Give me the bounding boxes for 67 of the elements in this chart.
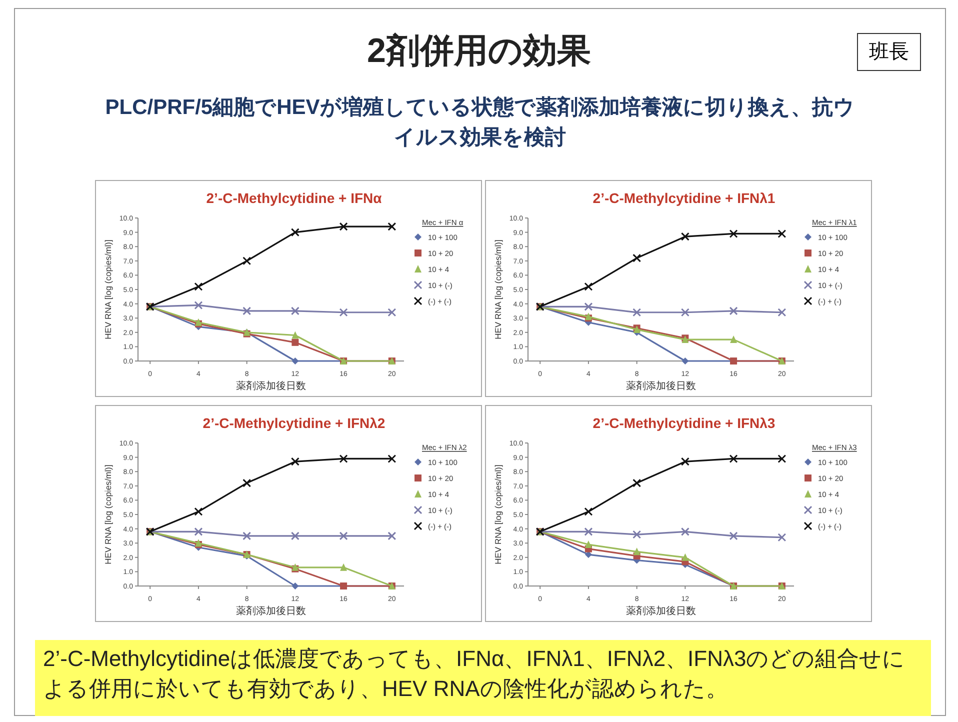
- text: 2’-C-Methylcytidineは低濃度であっても、IFNα、IFNλ1、IFNλ2、IFNλ3のどの組合せによる併用に於いても有効であり、HEV RNAの陰性化が認められた。: [35, 640, 931, 716]
- point: [778, 454, 786, 463]
- point: [339, 454, 348, 463]
- y-axis-title: HEV RNA [log (copies/ml)]: [103, 240, 113, 340]
- point: [388, 222, 396, 231]
- point: [778, 308, 786, 317]
- point: [194, 282, 203, 291]
- y-axis-title: HEV RNA [log (copies/ml)]: [103, 464, 113, 564]
- point: [194, 527, 203, 536]
- point: [292, 358, 299, 364]
- point: [778, 533, 786, 542]
- point: [633, 548, 640, 556]
- point: [290, 306, 300, 316]
- point: [242, 478, 252, 488]
- point: [778, 229, 786, 238]
- point: [632, 254, 642, 262]
- point: [680, 308, 690, 317]
- point: [632, 308, 642, 317]
- chart-title: 2’-C-Methylcytidine + IFNλ2: [202, 415, 386, 431]
- x-axis-title: 薬剤添加後日数: [626, 605, 696, 617]
- point: [584, 551, 592, 558]
- point: [729, 532, 738, 540]
- point: [632, 530, 642, 539]
- point: [632, 478, 642, 488]
- point: [584, 507, 593, 516]
- point: [292, 582, 299, 590]
- point: [680, 527, 690, 536]
- point: [388, 532, 396, 540]
- y-axis-title: HEV RNA [log (copies/ml)]: [493, 464, 503, 564]
- point: [292, 331, 299, 339]
- point: [340, 563, 348, 571]
- point: [194, 300, 203, 310]
- point: [729, 306, 738, 316]
- point: [682, 358, 689, 364]
- y-axis-title: HEV RNA [log (copies/ml)]: [493, 240, 503, 340]
- point: [388, 454, 396, 463]
- x-axis-title: 薬剤添加後日数: [236, 605, 306, 617]
- point: [729, 454, 738, 463]
- point: [194, 507, 203, 516]
- chart-title: 2’-C-Methylcytidine + IFNλ1: [592, 190, 776, 206]
- point: [729, 229, 738, 238]
- point: [290, 457, 300, 466]
- point: [242, 256, 252, 266]
- point: [388, 308, 396, 317]
- point: [339, 532, 348, 540]
- point: [584, 302, 593, 311]
- chart-title: 2’-C-Methylcytidine + IFNα: [206, 190, 382, 206]
- point: [680, 232, 690, 241]
- x-axis-title: 薬剤添加後日数: [626, 380, 696, 392]
- point: [242, 532, 252, 540]
- point: [584, 282, 593, 291]
- point: [242, 306, 252, 316]
- point: [584, 527, 593, 536]
- point: [339, 308, 348, 317]
- x-axis-title: 薬剤添加後日数: [236, 380, 306, 392]
- point: [290, 228, 300, 237]
- point: [292, 338, 299, 346]
- point: [584, 540, 592, 548]
- point: [730, 336, 738, 344]
- point: [339, 222, 348, 231]
- chart-title: 2’-C-Methylcytidine + IFNλ3: [592, 415, 776, 431]
- point: [680, 457, 690, 466]
- text: 班長: [857, 33, 921, 71]
- text: 2剤併用の効果: [367, 32, 591, 70]
- point: [290, 532, 300, 540]
- text: PLC/PRF/5細胞でHEVが増殖している状態で薬剤添加培養液に切り換え、抗ウイルス効果を検討: [104, 94, 856, 151]
- point: [682, 553, 689, 561]
